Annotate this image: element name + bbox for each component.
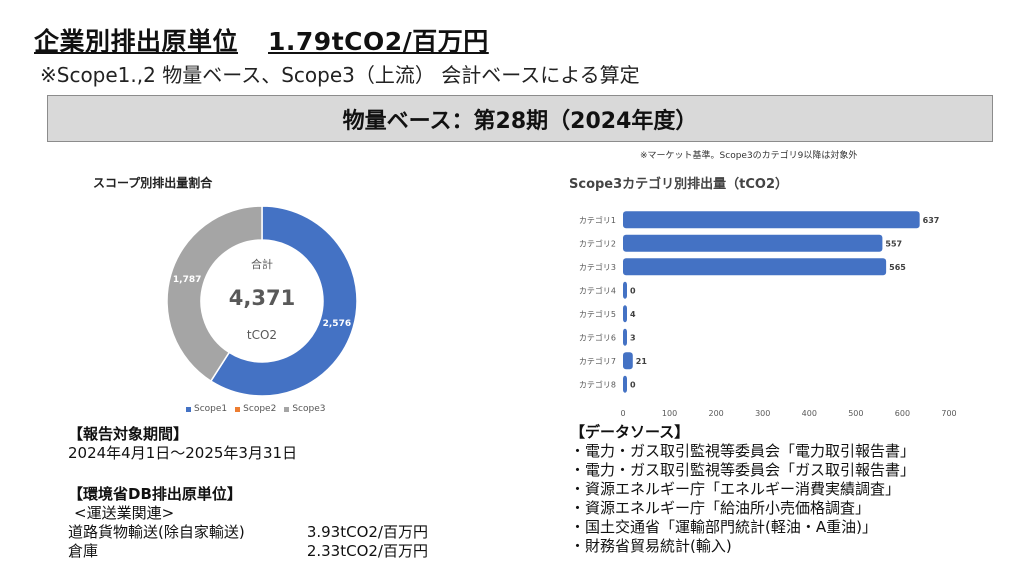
x-tick-label: 0 [620,409,625,418]
bar-category-label: カテゴリ6 [579,332,616,342]
bar-value-label: 21 [636,357,648,366]
data-source-item: ・資源エネルギー庁「エネルギー消費実績調査」 [570,480,901,498]
legend-swatch [284,406,290,412]
bar-value-label: 637 [923,216,940,225]
donut-data-label: 1,787 [173,275,201,285]
donut-center-unit: tCO2 [247,328,277,342]
emission-factor-heading: 【環境省DB排出原単位】 [68,485,242,503]
bar-category-label: カテゴリ4 [579,285,616,295]
bar-value-label: 3 [630,333,636,342]
bar-1 [623,211,920,229]
bar-value-label: 0 [630,380,636,389]
data-source-item: ・電力・ガス取引監視等委員会「ガス取引報告書」 [570,461,916,479]
legend-item: Scope2 [235,404,276,414]
emission-factor-row: 道路貨物輸送(除自家輸送) 3.93tCO2/百万円 [68,523,428,542]
data-source-heading: 【データソース】 [570,423,690,441]
emission-factor-label: 倉庫 [68,542,99,560]
donut-data-label: 2,576 [323,319,351,329]
donut-slice-scope1 [209,205,358,397]
bar-chart-title: Scope3カテゴリ別排出量（tCO2） [569,177,789,192]
x-tick-label: 700 [941,409,956,418]
bar-value-label: 4 [630,310,636,319]
data-source-item: ・資源エネルギー庁「給油所小売価格調査」 [570,499,871,517]
period-banner: 物量ベース：第28期（2024年度） [47,95,993,142]
data-source-item: ・財務省貿易統計(輸入) [570,537,732,555]
data-source-item: ・国土交通省「運輸部門統計(軽油・A重油)」 [570,518,877,536]
page-title: 企業別排出原単位 1.79tCO2/百万円 [34,22,489,58]
emission-factor-subheading: <運送業関連> [74,504,175,522]
bar-category-label: カテゴリ1 [579,215,616,225]
report-period-heading: 【報告対象期間】 [68,425,189,443]
legend-label: Scope1 [194,404,228,414]
legend-item: Scope3 [284,404,325,414]
market-basis-note: ※マーケット基準。Scope3のカテゴリ9以降は対象外 [640,151,858,161]
bar-category-label: カテゴリ5 [579,309,616,319]
donut-slice-scope3 [166,205,263,383]
bar-3 [623,258,887,276]
bar-value-label: 557 [885,239,902,248]
x-tick-label: 200 [709,409,724,418]
legend-swatch [235,406,241,412]
x-tick-label: 600 [895,409,910,418]
bar-category-label: カテゴリ3 [579,262,616,272]
report-period-block: 【報告対象期間】 2024年4月1日～2025年3月31日 [68,425,297,463]
data-source-block: 【データソース】 ・電力・ガス取引監視等委員会「電力取引報告書」 ・電力・ガス取… [570,423,915,556]
page-subtitle: ※Scope1.,2 物量ベース、Scope3（上流） 会計ベースによる算定 [40,63,640,87]
donut-legend: Scope1 Scope2 Scope3 [186,404,325,414]
emission-factor-value: 2.33tCO2/百万円 [306,542,428,560]
bar-value-label: 0 [630,286,636,295]
data-source-item: ・電力・ガス取引監視等委員会「電力取引報告書」 [570,442,916,460]
donut-center-label: 合計 [251,257,273,271]
emission-factor-row: 倉庫 2.33tCO2/百万円 [68,542,428,561]
legend-item: Scope1 [186,404,227,414]
bar-6 [623,328,627,346]
bar-category-label: カテゴリ2 [579,238,616,248]
bar-chart: カテゴリ1 637 カテゴリ2 557 カテゴリ3 565 カテゴリ4 0 カテゴリ5 4 カテゴリ… [579,211,957,418]
emission-factor-label: 道路貨物輸送(除自家輸送) [68,523,245,541]
bar-8 [623,375,627,393]
emission-factor-block: 【環境省DB排出原単位】 <運送業関連> 道路貨物輸送(除自家輸送) 3.93t… [68,485,428,561]
donut-center-value: 4,371 [229,286,295,310]
bar-5 [623,305,627,323]
legend-swatch [186,406,191,412]
bar-7 [623,352,633,370]
bar-value-label: 565 [889,263,906,272]
bar-category-label: カテゴリ7 [579,356,616,366]
legend-label: Scope3 [292,404,326,414]
page-title-value: 1.79tCO2/百万円 [268,27,489,56]
donut-chart-title: スコープ別排出量割合 [93,176,213,190]
page-title-left: 企業別排出原単位 [34,27,239,56]
x-tick-label: 300 [755,409,770,418]
bar-category-label: カテゴリ8 [579,379,616,389]
bar-4 [623,281,627,299]
x-tick-label: 400 [802,409,817,418]
x-tick-label: 100 [662,409,677,418]
bar-2 [623,234,883,252]
x-tick-label: 500 [848,409,863,418]
donut-chart: 2,576 1,787 合計 4,371 tCO2 [166,205,358,397]
legend-label: Scope2 [243,404,277,414]
emission-factor-value: 3.93tCO2/百万円 [306,523,428,541]
report-period-value: 2024年4月1日～2025年3月31日 [68,444,298,462]
